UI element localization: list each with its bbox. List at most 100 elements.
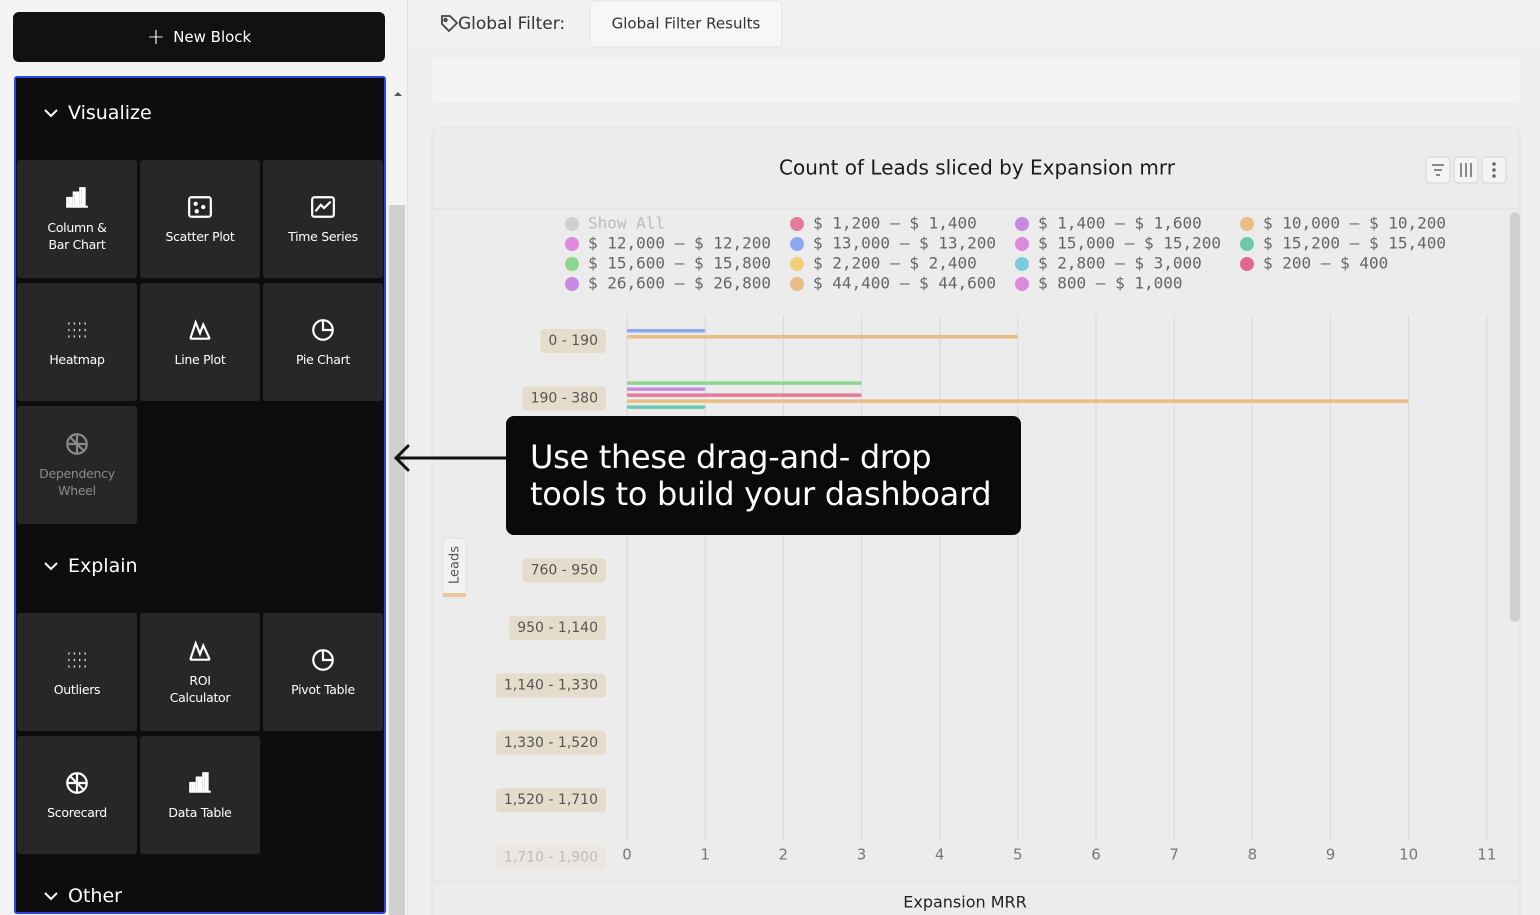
bar xyxy=(627,393,862,397)
new-block-label[interactable]: New Block xyxy=(173,28,252,46)
legend-item[interactable]: $ 15,000 – $ 15,200 xyxy=(1015,234,1221,253)
tool-icon xyxy=(312,648,334,671)
legend-swatch xyxy=(1015,217,1029,231)
y-category: 760 - 950 xyxy=(522,558,606,583)
tool-tile[interactable]: Data Table xyxy=(140,736,260,854)
legend-label: $ 15,000 – $ 15,200 xyxy=(1038,234,1221,253)
y-tick-pill xyxy=(522,558,606,583)
legend-show-all[interactable]: Show All xyxy=(565,214,665,233)
section-header[interactable]: Explain xyxy=(44,555,138,577)
legend-label: Show All xyxy=(588,214,665,233)
y-category: 190 - 380 xyxy=(522,386,606,411)
section-header[interactable]: Visualize xyxy=(44,102,152,124)
legend-swatch xyxy=(790,277,804,291)
filter-tab[interactable] xyxy=(589,0,783,48)
tool-tile[interactable]: Time Series xyxy=(263,160,383,278)
plus-icon: + xyxy=(146,24,166,50)
x-tick-label: 3 xyxy=(857,846,867,864)
y-tick-pill xyxy=(495,730,606,755)
y-category: 950 - 1,140 xyxy=(509,616,606,640)
y-tick-label: 1,520 - 1,710 xyxy=(504,792,598,808)
legend-item[interactable]: $ 12,000 – $ 12,200 xyxy=(565,234,771,253)
bar xyxy=(627,381,862,385)
chart-toolbar xyxy=(1425,156,1507,184)
legend-label: $ 26,600 – $ 26,800 xyxy=(588,274,771,293)
legend-label: $ 800 – $ 1,000 xyxy=(1038,274,1183,293)
tool-label: Pie Chart xyxy=(295,351,351,367)
y-category: 1,140 - 1,330 xyxy=(495,673,606,698)
y-axis-label: Leads xyxy=(448,546,463,584)
legend-label: $ 12,000 – $ 12,200 xyxy=(588,234,771,253)
scroll-up[interactable] xyxy=(393,90,403,98)
legend-item[interactable]: $ 15,600 – $ 15,800 xyxy=(565,254,771,273)
tool-tile[interactable]: Pie Chart xyxy=(263,283,383,401)
legend-swatch xyxy=(790,257,804,271)
legend-item[interactable]: $ 26,600 – $ 26,800 xyxy=(565,274,771,293)
sidebar: + New Block Visualize Column & Bar Chart Sc… xyxy=(0,0,408,915)
legend-item[interactable]: $ 15,200 – $ 15,400 xyxy=(1240,234,1446,253)
legend-swatch xyxy=(565,237,579,251)
tool-label: Line Plot xyxy=(174,351,226,367)
legend-label: $ 1,200 – $ 1,400 xyxy=(813,214,977,233)
legend-label: $ 2,200 – $ 2,400 xyxy=(813,254,977,273)
legend-item[interactable]: $ 2,200 – $ 2,400 xyxy=(790,254,977,273)
legend-swatch xyxy=(1015,257,1029,271)
tool-label: Column & Bar Chart xyxy=(47,220,107,252)
y-tick-pill xyxy=(495,673,606,698)
y-tick-pill xyxy=(540,329,606,353)
tool-icon xyxy=(66,187,88,208)
legend-swatch xyxy=(790,237,804,251)
legend-item[interactable]: $ 13,000 – $ 13,200 xyxy=(790,234,996,253)
tag-icon xyxy=(441,15,459,33)
chart-scrollbar[interactable] xyxy=(1510,212,1520,622)
y-tick-label: 0 - 190 xyxy=(548,333,598,349)
new-block-button[interactable]: + New Block xyxy=(13,12,385,62)
tool-label: Outliers xyxy=(53,681,101,697)
tool-icon xyxy=(312,318,334,341)
legend-item[interactable]: $ 1,200 – $ 1,400 xyxy=(790,214,977,233)
legend-swatch xyxy=(1015,237,1029,251)
tool-tile[interactable]: Scorecard xyxy=(17,736,137,854)
tool-tile[interactable]: Line Plot xyxy=(140,283,260,401)
legend-item[interactable]: $ 1,400 – $ 1,600 xyxy=(1015,214,1202,233)
filter-tab-label[interactable]: Global Filter Results xyxy=(612,15,761,33)
tool-tile[interactable]: Scatter Plot xyxy=(140,160,260,278)
legend-item[interactable]: $ 2,800 – $ 3,000 xyxy=(1015,254,1202,273)
tool-label: Scorecard xyxy=(47,804,107,820)
chart-title: Count of Leads sliced by Expansion mrr xyxy=(779,156,1176,180)
tool-icon xyxy=(66,771,88,794)
tool-tile[interactable]: Dependency Wheel xyxy=(17,406,137,524)
tool-icon xyxy=(311,195,335,218)
section-header[interactable]: Other xyxy=(44,885,122,907)
tool-label: Pivot Table xyxy=(291,681,355,697)
y-category: 1,520 - 1,710 xyxy=(495,788,606,813)
tool-icon xyxy=(68,651,86,668)
legend-swatch xyxy=(1240,237,1254,251)
bar xyxy=(627,387,706,391)
legend-item[interactable]: $ 10,000 – $ 10,200 xyxy=(1240,214,1446,233)
x-tick-label: 6 xyxy=(1091,846,1101,864)
tool-tile[interactable]: Column & Bar Chart xyxy=(17,160,137,278)
tool-tile[interactable]: Heatmap xyxy=(17,283,137,401)
tool-tile[interactable]: Pivot Table xyxy=(263,613,383,731)
sidebar-scrollbar[interactable] xyxy=(389,205,405,915)
callout: Use these drag-and- drop tools to build … xyxy=(506,416,1021,535)
y-tick-label: 1,330 - 1,520 xyxy=(504,735,598,751)
legend-label: $ 44,400 – $ 44,600 xyxy=(813,274,996,293)
tool-label: Time Series xyxy=(288,228,358,244)
legend-label: $ 2,800 – $ 3,000 xyxy=(1038,254,1202,273)
tool-tile[interactable]: Outliers xyxy=(17,613,137,731)
legend-label: $ 13,000 – $ 13,200 xyxy=(813,234,996,253)
x-tick-label: 10 xyxy=(1399,846,1418,864)
y-tick-label: 1,140 - 1,330 xyxy=(504,677,598,693)
tool-panel: Visualize Column & Bar Chart Scatter Plot T… xyxy=(14,76,386,914)
tool-label: Scatter Plot xyxy=(165,228,235,244)
legend-item[interactable]: $ 44,400 – $ 44,600 xyxy=(790,274,996,293)
legend-item[interactable]: $ 200 – $ 400 xyxy=(1240,254,1388,273)
x-tick-label: 0 xyxy=(622,846,632,864)
chevron xyxy=(44,892,58,901)
y-axis-label-box xyxy=(442,537,467,599)
tool-tile[interactable]: ROI Calculator xyxy=(140,613,260,731)
legend-swatch xyxy=(565,257,579,271)
legend-item[interactable]: $ 800 – $ 1,000 xyxy=(1015,274,1183,293)
